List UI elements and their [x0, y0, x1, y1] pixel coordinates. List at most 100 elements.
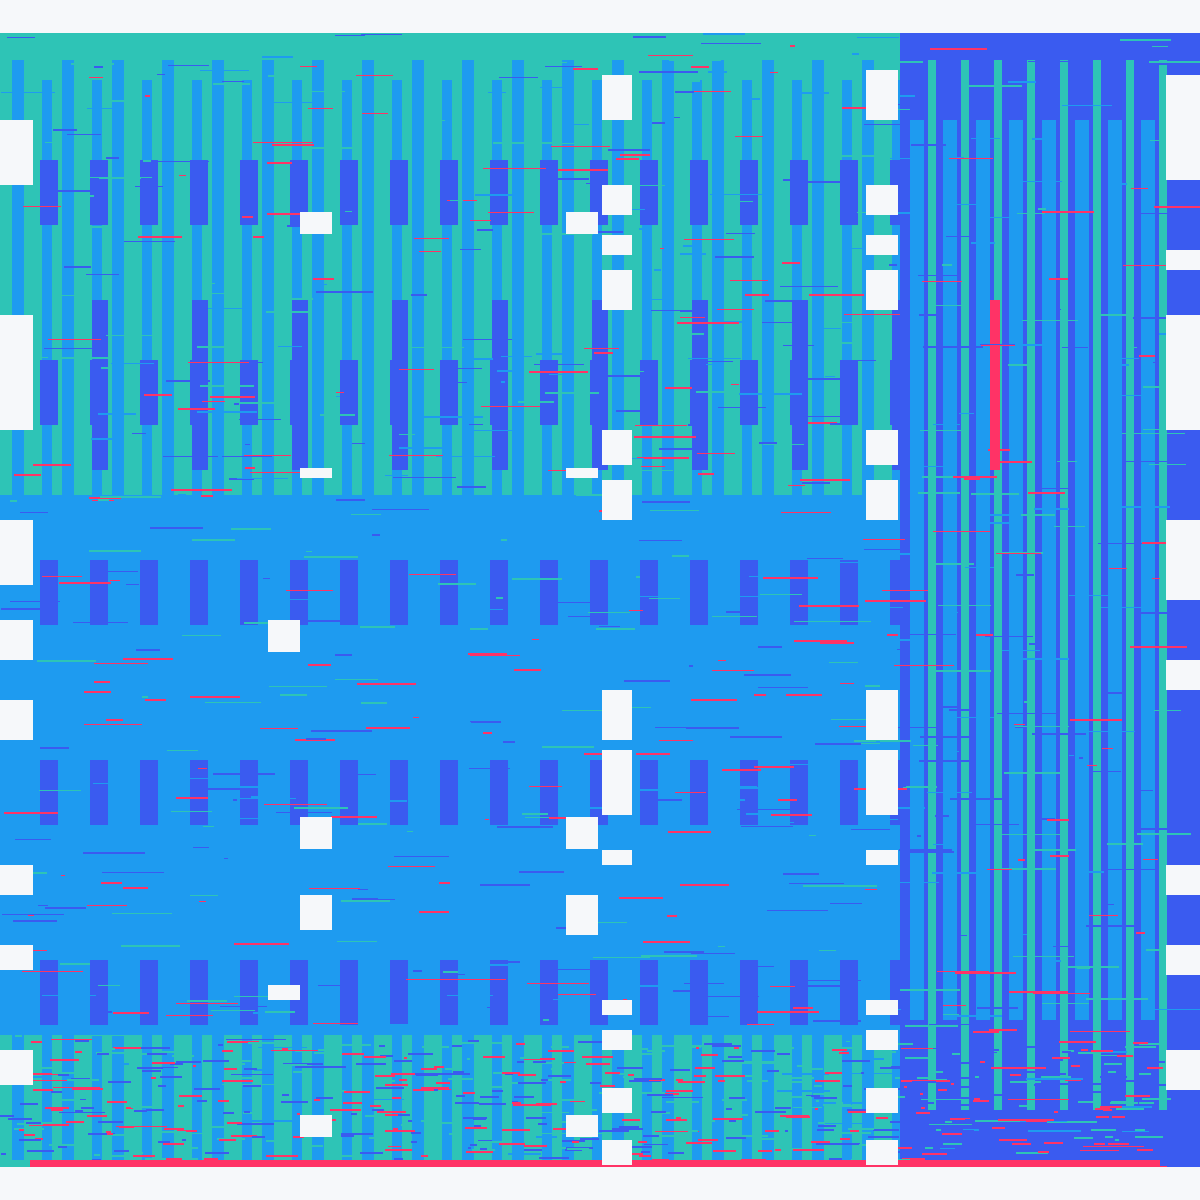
noise-line [268, 75, 302, 77]
noise-line [1153, 362, 1159, 363]
noise-line [306, 551, 312, 552]
noise-line [647, 1094, 673, 1096]
noise-line [81, 1035, 138, 1036]
noise-line [811, 1141, 830, 1143]
noise-line [813, 1020, 861, 1022]
noise-line [67, 1079, 99, 1081]
noise-line [308, 664, 331, 666]
gap-box [0, 700, 33, 740]
column-block [490, 560, 508, 625]
noise-line [844, 360, 876, 361]
noise-line [629, 1146, 652, 1148]
noise-line [124, 241, 175, 242]
noise-line [480, 1096, 499, 1098]
noise-line [783, 873, 819, 875]
noise-line [551, 1068, 558, 1070]
noise-line [543, 878, 596, 879]
noise-line [248, 711, 273, 712]
noise-line [586, 183, 603, 184]
noise-line [712, 670, 754, 671]
noise-line [885, 212, 920, 214]
noise-line [110, 580, 120, 581]
column-block [790, 160, 808, 225]
noise-line [686, 953, 735, 954]
noise-line [236, 818, 287, 819]
noise-line [58, 1146, 67, 1148]
noise-line [1010, 1074, 1021, 1076]
noise-line [163, 1143, 184, 1145]
noise-line [971, 138, 1000, 139]
noise-line [519, 871, 564, 873]
noise-line [513, 1104, 537, 1106]
noise-line [364, 1056, 386, 1058]
noise-line [29, 1124, 69, 1126]
noise-line [237, 478, 288, 479]
noise-line [579, 1109, 597, 1111]
noise-line [250, 472, 311, 473]
column-block [240, 160, 258, 225]
noise-line [983, 522, 1018, 524]
gap-box [566, 1115, 598, 1137]
noise-line [793, 1149, 824, 1151]
noise-line [951, 1083, 954, 1085]
noise-line [493, 164, 501, 166]
noise-line [218, 571, 224, 572]
noise-line [767, 1070, 779, 1072]
column-block [540, 760, 558, 825]
noise-line [594, 352, 613, 354]
noise-line [998, 868, 1056, 870]
noise-line [453, 1042, 504, 1044]
noise-line [599, 626, 620, 627]
noise-line [975, 65, 985, 67]
noise-line [1024, 1119, 1054, 1121]
noise-line [42, 576, 82, 577]
column-block [740, 360, 758, 425]
noise-line [130, 1152, 143, 1154]
noise-line [164, 1128, 184, 1130]
noise-line [75, 1051, 82, 1053]
noise-line [634, 1053, 656, 1055]
noise-line [986, 1094, 1005, 1096]
noise-line [244, 1068, 257, 1070]
noise-line [940, 1148, 955, 1149]
noise-line [389, 455, 443, 456]
noise-line [342, 1044, 371, 1046]
noise-line [1123, 265, 1166, 266]
noise-line [900, 634, 956, 635]
noise-line [694, 1075, 706, 1077]
noise-line [526, 1117, 546, 1119]
noise-line [612, 1128, 643, 1130]
noise-line [185, 778, 234, 779]
noise-line [126, 1107, 133, 1109]
noise-line [712, 1045, 741, 1047]
noise-line [1139, 1073, 1151, 1075]
noise-line [1, 1153, 6, 1155]
noise-line [736, 1114, 748, 1116]
noise-line [923, 346, 983, 348]
noise-line [746, 813, 784, 815]
noise-line [822, 826, 829, 827]
noise-line [242, 216, 253, 218]
noise-line [686, 1142, 712, 1144]
noise-line [413, 717, 419, 718]
noise-line [771, 814, 812, 816]
noise-line [632, 1048, 648, 1050]
right-stripe [1141, 120, 1155, 1020]
noise-line [786, 694, 822, 696]
column-block [240, 960, 258, 1025]
noise-line [1071, 1041, 1096, 1043]
noise-line [463, 1092, 475, 1094]
noise-line [24, 872, 47, 874]
noise-line [476, 1141, 504, 1143]
noise-line [253, 142, 313, 143]
column-block [840, 160, 858, 225]
gap-box [602, 185, 632, 215]
noise-line [971, 242, 995, 244]
noise-line [147, 161, 209, 162]
noise-line [952, 157, 964, 158]
noise-line [309, 888, 360, 889]
gap-box [602, 235, 632, 255]
noise-line [842, 107, 884, 109]
noise-line [950, 204, 976, 205]
noise-line [560, 1081, 566, 1083]
